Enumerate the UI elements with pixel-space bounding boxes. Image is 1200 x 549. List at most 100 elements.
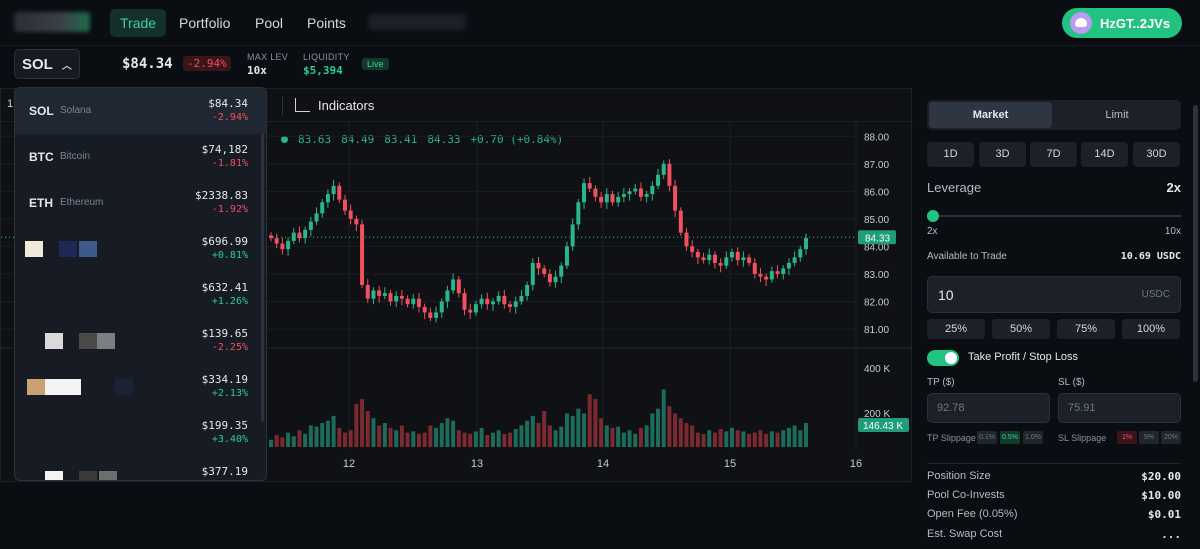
wallet-button[interactable]: HzGT..2JVs xyxy=(1062,8,1182,38)
candle-body xyxy=(473,304,478,313)
sl-slippage-label: SL Slippage xyxy=(1058,433,1107,443)
market-row-price: $84.34 xyxy=(208,97,248,110)
volume-bar xyxy=(627,430,632,447)
market-row-price: $696.99 xyxy=(201,235,248,248)
market-row-btc[interactable]: BTC Bitcoin $74,182 -1.81% xyxy=(15,134,266,180)
duration-14d[interactable]: 14D xyxy=(1081,142,1128,167)
market-row-item-5[interactable]: $139.65 -2.25% xyxy=(15,318,266,364)
summary-pool-coinvest-value: $10.00 xyxy=(1141,489,1181,502)
candle-body xyxy=(695,251,700,258)
sl-slippage-0[interactable]: 1% xyxy=(1117,431,1137,444)
top-nav: Trade Portfolio Pool Points HzGT..2JVs xyxy=(0,0,1200,46)
interval-button[interactable]: 1 xyxy=(7,98,14,110)
candle-body xyxy=(747,257,752,263)
candle-body xyxy=(610,194,615,203)
amount-input[interactable]: 10 USDC xyxy=(927,276,1181,313)
app-logo[interactable] xyxy=(14,12,90,32)
volume-bar xyxy=(354,403,359,447)
volume-bar xyxy=(331,415,336,447)
percent-100-button[interactable]: 100% xyxy=(1122,319,1180,339)
market-row-name: Solana xyxy=(60,105,92,116)
date-tick-label: 13 xyxy=(471,458,483,470)
market-row-change: +2.13% xyxy=(211,388,248,399)
order-type-toggle: Market Limit xyxy=(927,100,1181,130)
candle-body xyxy=(451,279,456,291)
market-row-price: $334.19 xyxy=(201,373,248,386)
volume-bar xyxy=(382,423,387,447)
volume-bar xyxy=(342,432,347,447)
market-row-price: $2338.83 xyxy=(195,189,248,202)
volume-bar xyxy=(297,430,302,447)
volume-bar xyxy=(502,433,507,447)
leverage-value: 2x xyxy=(1166,180,1181,195)
nav-points[interactable]: Points xyxy=(307,15,346,31)
market-row-item-4[interactable]: $632.41 +1.26% xyxy=(15,272,266,318)
panel-scrollbar[interactable] xyxy=(1193,105,1198,382)
sl-slippage-1[interactable]: 5% xyxy=(1139,431,1159,444)
sl-input[interactable]: 75.91 xyxy=(1058,393,1181,423)
nav-hidden-item[interactable] xyxy=(368,14,466,30)
candle-body xyxy=(707,254,712,261)
duration-3d[interactable]: 3D xyxy=(979,142,1026,167)
candle-body xyxy=(718,262,723,266)
candle-body xyxy=(656,174,661,186)
candle-body xyxy=(411,298,416,305)
volume-bar xyxy=(291,436,296,447)
indicators-button[interactable]: Indicators xyxy=(318,98,375,113)
tp-slippage-0[interactable]: 0.1% xyxy=(977,431,997,444)
candle-body xyxy=(684,232,689,247)
tpsl-toggle[interactable] xyxy=(927,350,959,366)
volume-bar xyxy=(399,425,404,447)
volume-bar xyxy=(564,413,569,447)
candle-body xyxy=(536,262,541,269)
percent-25-button[interactable]: 25% xyxy=(927,319,985,339)
volume-bar xyxy=(416,433,421,447)
nav-trade[interactable]: Trade xyxy=(110,9,167,37)
market-row-name: Bitcoin xyxy=(60,151,91,162)
token-logo-redacted xyxy=(79,241,97,257)
market-row-item-3[interactable]: $696.99 +0.81% xyxy=(15,226,266,272)
dropdown-scrollbar[interactable] xyxy=(261,92,264,422)
volume-bar xyxy=(786,427,791,447)
tab-limit[interactable]: Limit xyxy=(1105,109,1129,121)
tab-market[interactable]: Market xyxy=(929,102,1052,128)
leverage-slider-handle[interactable] xyxy=(927,210,939,222)
token-logo-redacted xyxy=(45,471,63,480)
wallet-address: HzGT..2JVs xyxy=(1100,15,1171,31)
market-selector[interactable]: SOL ︿ xyxy=(14,49,80,79)
leverage-slider[interactable] xyxy=(933,215,1181,217)
tp-slippage-2[interactable]: 1.0% xyxy=(1023,431,1043,444)
market-row-price: $74,182 xyxy=(201,143,248,156)
price-tick-label: 86.00 xyxy=(864,187,889,198)
tp-slippage-1[interactable]: 0.5% xyxy=(1000,431,1020,444)
market-row-change: +1.26% xyxy=(211,296,248,307)
duration-7d[interactable]: 7D xyxy=(1030,142,1077,167)
sl-slippage-2[interactable]: 20% xyxy=(1161,431,1181,444)
candle-body xyxy=(325,194,330,203)
duration-30d[interactable]: 30D xyxy=(1133,142,1180,167)
nav-pool[interactable]: Pool xyxy=(255,15,284,31)
nav-portfolio[interactable]: Portfolio xyxy=(179,15,231,31)
market-row-item-6[interactable]: $334.19 +2.13% xyxy=(15,364,266,410)
candle-body xyxy=(456,279,461,294)
series-dot-icon xyxy=(281,136,288,143)
duration-1d[interactable]: 1D xyxy=(927,142,974,167)
tp-input[interactable]: 92.78 xyxy=(927,393,1050,423)
percent-75-button[interactable]: 75% xyxy=(1057,319,1115,339)
candle-body xyxy=(525,284,530,296)
candle-body xyxy=(360,224,365,285)
volume-bar xyxy=(325,420,330,447)
percent-50-button[interactable]: 50% xyxy=(992,319,1050,339)
volume-bar xyxy=(764,433,769,447)
candle-body xyxy=(627,191,632,195)
market-row-sol[interactable]: SOL Solana $84.34 -2.94% xyxy=(15,88,266,134)
volume-bar xyxy=(513,429,518,447)
market-row-item-8[interactable]: $377.19 xyxy=(15,456,266,480)
indicators-icon[interactable] xyxy=(295,98,310,112)
market-row-symbol: ETH xyxy=(29,196,53,210)
candle-body xyxy=(308,221,313,230)
market-row-eth[interactable]: ETH Ethereum $2338.83 -1.92% xyxy=(15,180,266,226)
market-row-item-7[interactable]: $199.35 +3.40% xyxy=(15,410,266,456)
candle-body xyxy=(593,188,598,197)
candle-body xyxy=(752,262,757,274)
